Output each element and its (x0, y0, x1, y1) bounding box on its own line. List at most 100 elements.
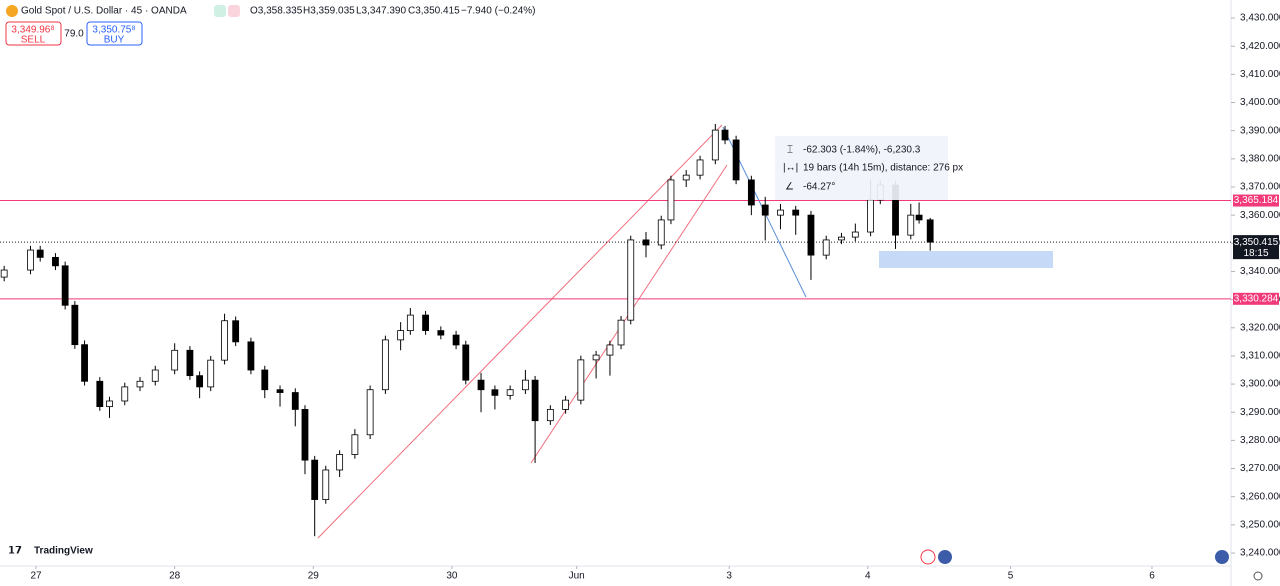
candle-body (452, 334, 460, 346)
price-level-tag (1233, 292, 1279, 305)
event-icon[interactable] (938, 550, 952, 564)
candle-body (562, 399, 569, 410)
candle-body (867, 199, 874, 233)
sell-button[interactable] (5, 21, 62, 46)
settings-icon[interactable] (1253, 571, 1263, 581)
spread: 79.0 (64, 29, 84, 40)
candle-body (351, 434, 359, 455)
candle-body (807, 214, 815, 256)
candle-body (186, 349, 194, 377)
candle-body (196, 375, 204, 388)
ohlc-high: H3,359.035 (303, 6, 355, 17)
symbol-icon (6, 5, 18, 17)
measure-price: -62.303 (-1.84%), -6,230.3 (803, 145, 921, 156)
rectangle-drawing[interactable] (879, 251, 1053, 268)
candle-body (761, 204, 769, 216)
candle-body (27, 249, 34, 271)
candle-body (915, 214, 923, 221)
x-tick-label: 5 (1008, 571, 1014, 582)
candle-body (577, 359, 585, 401)
candle-body (61, 265, 69, 306)
candle-body (926, 219, 934, 243)
symbol-title[interactable]: Gold Spot / U.S. Dollar · 45 · OANDA (21, 6, 187, 17)
candle-body (366, 389, 374, 436)
ohlc-close: C3,350.415 (408, 6, 460, 17)
y-tick-label: 3,420.000 (1240, 41, 1280, 52)
candle-body (276, 389, 284, 393)
y-tick-label: 3,370.000 (1240, 182, 1280, 193)
candle-body (477, 379, 485, 391)
candle-body (96, 380, 104, 408)
ohlc-open: O3,358.335 (250, 6, 303, 17)
buy-label: BUY (104, 35, 125, 46)
y-tick-label: 3,390.000 (1240, 125, 1280, 136)
last-price-label: 3,350.415 (1234, 237, 1279, 248)
candle-body (777, 209, 784, 216)
candle-body (422, 314, 429, 331)
candle-body (322, 469, 330, 500)
candle-body (732, 139, 740, 181)
candle-body (247, 341, 255, 371)
candle-body (36, 249, 44, 258)
candle-body (106, 400, 113, 408)
candle-body (151, 369, 159, 382)
event-icon[interactable] (920, 549, 936, 565)
last-price-tag (1233, 235, 1279, 260)
candle-body (71, 304, 79, 346)
candle-body (851, 231, 859, 238)
candle-body (627, 239, 635, 321)
candle-body (0, 269, 8, 278)
event-icon[interactable] (1215, 550, 1229, 564)
y-tick-label: 3,300.000 (1240, 379, 1280, 390)
buy-button[interactable] (86, 21, 143, 46)
candle-body (667, 179, 675, 221)
candle-body (207, 359, 215, 388)
candle-body (406, 314, 414, 331)
candle-body (606, 344, 614, 356)
candle-body (521, 379, 529, 391)
x-tick-label: 3 (726, 571, 732, 582)
y-tick-label: 3,310.000 (1240, 351, 1280, 362)
measure-bars: 19 bars (14h 15m), distance: 276 px (803, 163, 963, 174)
candle-body (336, 454, 344, 471)
candle-body (291, 392, 299, 410)
candle-body (747, 179, 755, 206)
y-tick-label: 3,270.000 (1240, 463, 1280, 474)
y-tick-label: 3,340.000 (1240, 266, 1280, 277)
y-tick-label: 3,430.000 (1240, 13, 1280, 24)
ohlc-low: L3,347.390 (356, 6, 406, 17)
y-tick-label: 3,260.000 (1240, 491, 1280, 502)
countdown: 18:15 (1243, 248, 1268, 259)
y-tick-label: 3,320.000 (1240, 322, 1280, 333)
candle-body (381, 339, 389, 391)
candle-body (301, 409, 309, 461)
candle-body (907, 214, 915, 236)
logo: TradingView (34, 546, 93, 557)
candle-body (171, 349, 179, 371)
candle-body (221, 320, 228, 361)
candle-body (437, 330, 445, 336)
ohlc-change: −7.940 (−0.24%) (461, 6, 536, 17)
candle-body (531, 379, 539, 422)
measure-icon: ∠ (785, 182, 794, 193)
y-tick-label: 3,360.000 (1240, 210, 1280, 221)
candle-body (657, 219, 665, 246)
x-tick-label: 29 (308, 571, 320, 582)
candle-body (682, 174, 690, 181)
candle-body (121, 386, 129, 402)
candle-body (491, 389, 499, 396)
x-tick-label: 6 (1149, 571, 1155, 582)
sell-label: SELL (21, 35, 46, 46)
y-tick-label: 3,280.000 (1240, 435, 1280, 446)
trend-line[interactable] (317, 124, 723, 539)
y-tick-label: 3,380.000 (1240, 153, 1280, 164)
x-tick-label: 4 (865, 571, 871, 582)
x-tick-label: Jun (569, 571, 585, 582)
candle-body (232, 320, 240, 343)
candle-body (822, 239, 830, 256)
y-tick-label: 3,240.000 (1240, 548, 1280, 559)
badge (228, 5, 240, 17)
